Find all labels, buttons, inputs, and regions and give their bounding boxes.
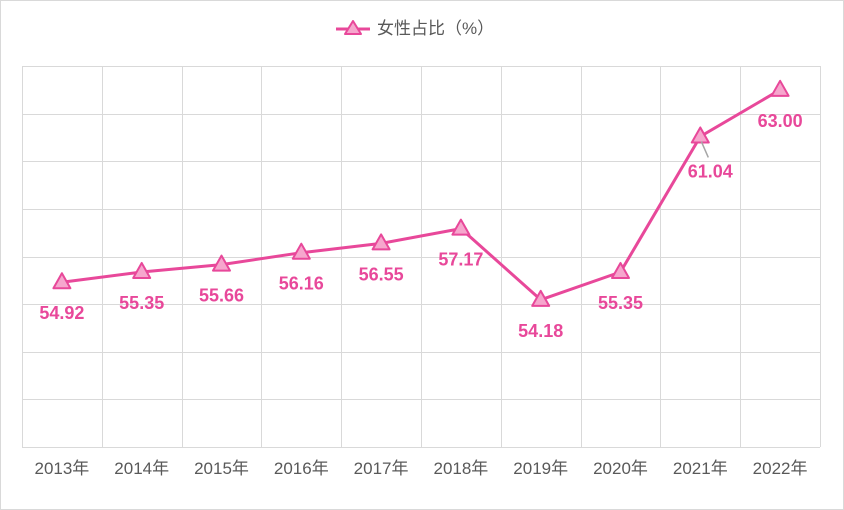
legend-marker-icon (336, 20, 370, 35)
data-point-marker (132, 261, 152, 279)
data-label: 55.66 (199, 286, 244, 306)
x-axis-tick-labels: 2013年 2014年 2015年 2016年 2017年 2018年 2019年 2020年… (34, 459, 807, 478)
data-label: 55.35 (598, 293, 643, 313)
data-label: 54.92 (39, 303, 84, 323)
x-tick-label: 2019年 (513, 459, 568, 478)
data-label: 54.18 (518, 321, 563, 341)
data-point-marker (212, 254, 231, 272)
legend-triangle-icon (344, 20, 362, 35)
x-tick-label: 2017年 (354, 459, 409, 478)
data-labels-group: 54.92 55.35 55.66 56.16 56.55 57.17 54.18 55.35… (39, 111, 802, 341)
data-label: 63.00 (758, 111, 803, 131)
x-tick-label: 2020年 (593, 459, 648, 478)
data-point-marker (451, 218, 471, 236)
data-point-marker (291, 242, 311, 260)
data-label: 57.17 (438, 250, 483, 270)
data-label: 61.04 (688, 161, 733, 181)
data-point-marker (531, 289, 551, 307)
legend-label: 女性占比（%） (377, 19, 495, 38)
x-tick-label: 2018年 (433, 459, 488, 478)
grid (22, 66, 821, 448)
data-point-marker (52, 272, 72, 290)
data-label: 56.16 (279, 274, 324, 294)
series-line (60, 88, 782, 302)
data-point-marker (371, 233, 391, 251)
data-point-marker (690, 126, 710, 144)
x-tick-label: 2016年 (274, 459, 329, 478)
series-group (52, 79, 790, 307)
x-tick-label: 2013年 (34, 459, 89, 478)
x-tick-label: 2015年 (194, 459, 249, 478)
x-tick-label: 2022年 (753, 459, 808, 478)
x-tick-label: 2014年 (114, 459, 169, 478)
data-point-marker (611, 261, 630, 279)
data-label: 55.35 (119, 293, 164, 313)
data-point-marker (770, 79, 790, 97)
x-tick-label: 2021年 (673, 459, 728, 478)
data-label: 56.55 (359, 264, 404, 284)
data-label-leader-line (700, 141, 709, 158)
